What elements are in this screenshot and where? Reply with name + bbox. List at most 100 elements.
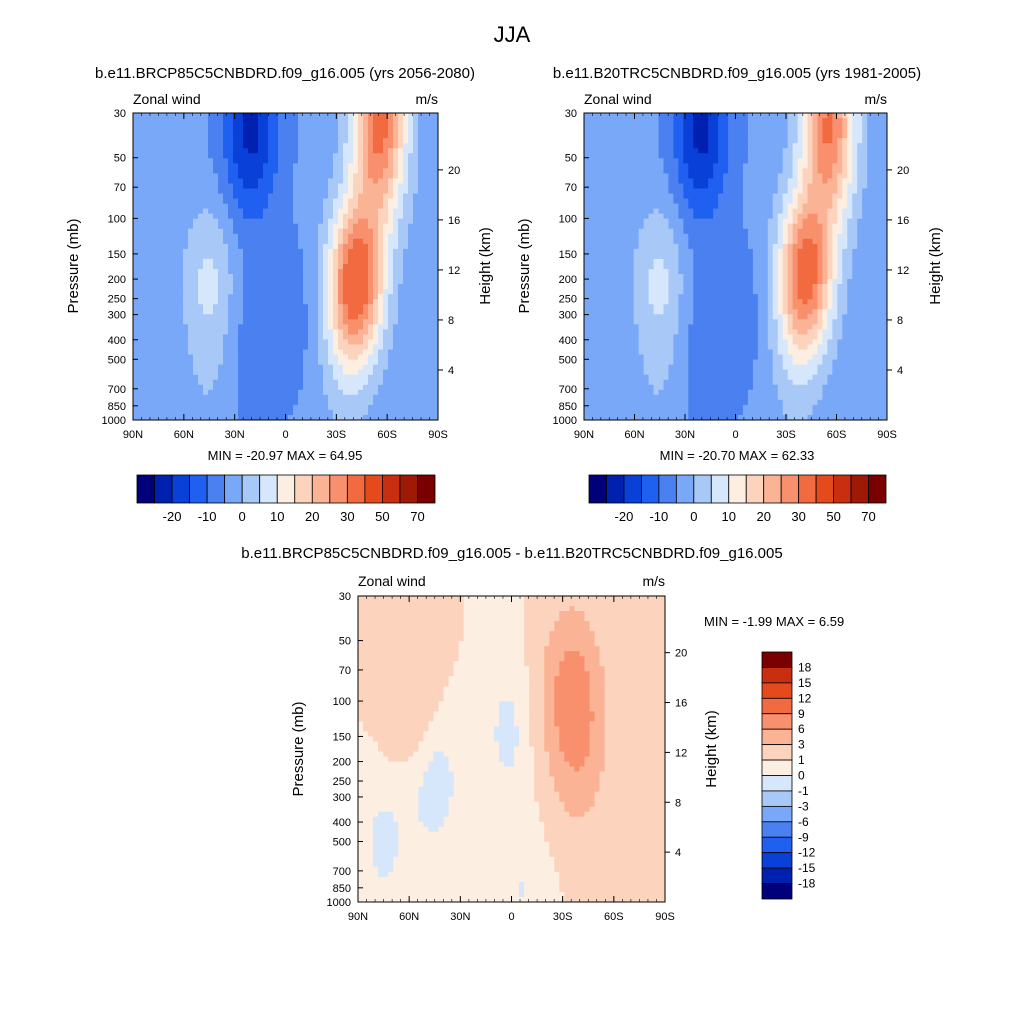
contour-cell [388, 234, 394, 240]
contour-cell [857, 123, 863, 129]
contour-cell [183, 370, 189, 376]
contour-cell [378, 244, 384, 250]
contour-cell [208, 380, 214, 386]
contour-cell [383, 254, 389, 260]
contour-cell [263, 309, 269, 315]
contour-cell [138, 138, 144, 144]
contour-cell [368, 133, 374, 139]
contour-cell [358, 339, 364, 345]
contour-cell [303, 194, 309, 200]
contour-cell [268, 128, 274, 134]
contour-cell [203, 123, 209, 129]
contour-cell [328, 304, 334, 310]
contour-cell [298, 209, 304, 215]
contour-cell [398, 314, 404, 320]
contour-cell [589, 204, 595, 210]
contour-cell [243, 279, 249, 285]
contour-cell [812, 158, 818, 164]
contour-cell [163, 279, 169, 285]
contour-cell [153, 209, 159, 215]
contour-cell [278, 410, 284, 416]
contour-cell [403, 284, 409, 290]
contour-cell [203, 209, 209, 215]
contour-cell [188, 148, 194, 154]
contour-cell [328, 259, 334, 265]
contour-cell [373, 214, 379, 220]
contour-cell [228, 304, 234, 310]
contour-cell [268, 209, 274, 215]
contour-cell [323, 229, 329, 235]
contour-cell [673, 148, 679, 154]
contour-cell [333, 224, 339, 230]
contour-cell [258, 188, 264, 194]
contour-cell [303, 299, 309, 305]
contour-cell [178, 219, 184, 225]
contour-cell [753, 153, 759, 159]
contour-cell [619, 133, 625, 139]
contour-cell [318, 390, 324, 396]
contour-cell [842, 138, 848, 144]
contour-cell [263, 360, 269, 366]
contour-cell [278, 163, 284, 169]
contour-cell [609, 148, 615, 154]
contour-cell [328, 199, 334, 205]
contour-cell [218, 339, 224, 345]
contour-cell [303, 395, 309, 401]
contour-cell [418, 360, 424, 366]
contour-cell [398, 350, 404, 356]
contour-cell [273, 355, 279, 361]
contour-cell [383, 395, 389, 401]
contour-cell [313, 355, 319, 361]
contour-cell [158, 234, 164, 240]
contour-cell [619, 173, 625, 179]
contour-cell [213, 158, 219, 164]
contour-cell [193, 204, 199, 210]
contour-cell [288, 400, 294, 406]
contour-cell [413, 269, 419, 275]
contour-cell [293, 319, 299, 325]
contour-cell [168, 158, 174, 164]
contour-cell [163, 284, 169, 290]
contour-cell [323, 259, 329, 265]
contour-cell [173, 209, 179, 215]
contour-cell [363, 249, 369, 255]
contour-cell [723, 113, 729, 119]
contour-cell [323, 360, 329, 366]
contour-cell [584, 133, 590, 139]
contour-cell [373, 324, 379, 330]
contour-cell [619, 128, 625, 134]
contour-cell [428, 133, 434, 139]
contour-cell [203, 370, 209, 376]
contour-cell [857, 163, 863, 169]
contour-cell [153, 148, 159, 154]
contour-cell [683, 133, 689, 139]
contour-cell [258, 284, 264, 290]
contour-cell [338, 219, 344, 225]
contour-cell [333, 178, 339, 184]
contour-cell [158, 304, 164, 310]
contour-cell [872, 178, 878, 184]
contour-cell [353, 269, 359, 275]
contour-cell [178, 173, 184, 179]
contour-cell [268, 239, 274, 245]
contour-cell [243, 209, 249, 215]
contour-cell [218, 199, 224, 205]
contour-cell [198, 264, 204, 270]
contour-cell [183, 314, 189, 320]
contour-cell [258, 158, 264, 164]
contour-cell [198, 133, 204, 139]
contour-cell [138, 390, 144, 396]
contour-cell [308, 279, 314, 285]
contour-cell [393, 390, 399, 396]
contour-cell [408, 375, 414, 381]
contour-cell [273, 309, 279, 315]
contour-cell [713, 194, 719, 200]
contour-cell [178, 274, 184, 280]
contour-cell [862, 178, 868, 184]
contour-cell [763, 143, 769, 149]
contour-cell [133, 329, 139, 335]
contour-cell [413, 204, 419, 210]
contour-cell [348, 229, 354, 235]
contour-cell [428, 224, 434, 230]
contour-cell [263, 370, 269, 376]
